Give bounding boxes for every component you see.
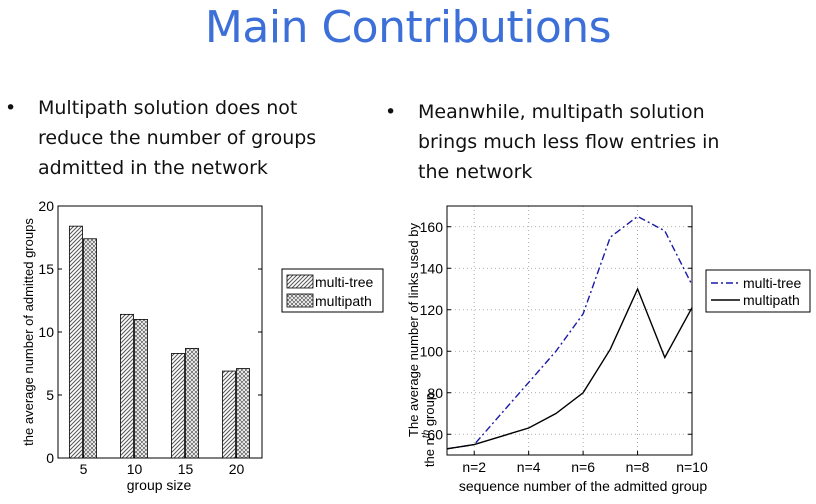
line-y-axis-label: The average number of links used bythe n… <box>406 223 437 468</box>
bar-y-tick-label: 0 <box>46 450 54 466</box>
line-y-tick-label: 160 <box>420 219 444 235</box>
bar-legend: multi-tree multipath <box>281 268 384 313</box>
bar-multipath <box>83 238 97 459</box>
line-y-tick-label: 100 <box>420 343 444 359</box>
bar-x-tick-label: 5 <box>80 461 88 477</box>
bar-multipath <box>236 368 250 459</box>
bar-y-tick-label: 5 <box>46 387 54 403</box>
bar-y-tick-label: 10 <box>38 324 54 340</box>
bar-multipath <box>185 347 199 459</box>
bar-y-tick-label: 20 <box>38 198 54 214</box>
line-series-multi-tree <box>446 215 693 450</box>
line-y-tick-label: 120 <box>420 302 444 318</box>
bar-y-tick-label: 15 <box>38 261 54 277</box>
bar-multi-tree <box>171 353 185 459</box>
bullet-left: • Multipath solution does not reduce the… <box>5 93 358 183</box>
line-x-tick-label: n=6 <box>571 459 595 475</box>
line-legend-label: multi-tree <box>743 275 802 291</box>
line-y-axis-label-sup: th <box>421 429 432 438</box>
bar-y-axis-label: the average number of admitted groups <box>21 218 36 446</box>
bullet-text: Meanwhile, multipath solution brings muc… <box>418 101 720 183</box>
bar-x-tick-label: 10 <box>127 461 143 477</box>
line-y-axis-label-line2: the n <box>422 438 437 467</box>
bullet-text: Multipath solution does not reduce the n… <box>38 97 317 179</box>
bar-legend-label: multipath <box>315 293 372 309</box>
bar-x-axis-label: group size <box>127 477 192 493</box>
bar-x-tick-label: 15 <box>178 461 194 477</box>
bar-multi-tree <box>69 225 83 459</box>
bar-legend-swatch <box>286 293 314 308</box>
line-y-axis-label-line2-end: group <box>422 393 437 430</box>
line-x-tick-label: n=8 <box>626 459 650 475</box>
bar-multi-tree <box>120 313 134 459</box>
line-plot-bg <box>447 206 692 455</box>
bullet-symbol: • <box>5 97 17 119</box>
line-legend-box <box>705 269 811 313</box>
slide-title: Main Contributions <box>204 2 612 53</box>
line-plot-frame <box>446 205 693 456</box>
line-series-multipath <box>446 287 693 450</box>
bullet-right: • Meanwhile, multipath solution brings m… <box>385 97 748 187</box>
bullet-symbol: • <box>385 101 397 123</box>
bar-legend-label: multi-tree <box>315 274 374 290</box>
line-x-tick-label: n=10 <box>676 459 708 475</box>
line-y-tick-label: 60 <box>427 426 443 442</box>
line-x-axis-label: sequence number of the admitted group <box>459 478 707 494</box>
line-y-tick-label: 80 <box>427 385 443 401</box>
line-y-axis-label-line1: The average number of links used by <box>406 223 421 437</box>
bar-legend-swatch <box>286 274 314 289</box>
bar-multi-tree <box>222 370 236 459</box>
line-y-tick-label: 140 <box>420 260 444 276</box>
line-x-tick-label: n=4 <box>517 459 541 475</box>
line-legend-label: multipath <box>743 292 800 308</box>
line-x-tick-label: n=2 <box>462 459 486 475</box>
bar-multipath <box>134 318 148 459</box>
bar-x-tick-label: 20 <box>229 461 245 477</box>
